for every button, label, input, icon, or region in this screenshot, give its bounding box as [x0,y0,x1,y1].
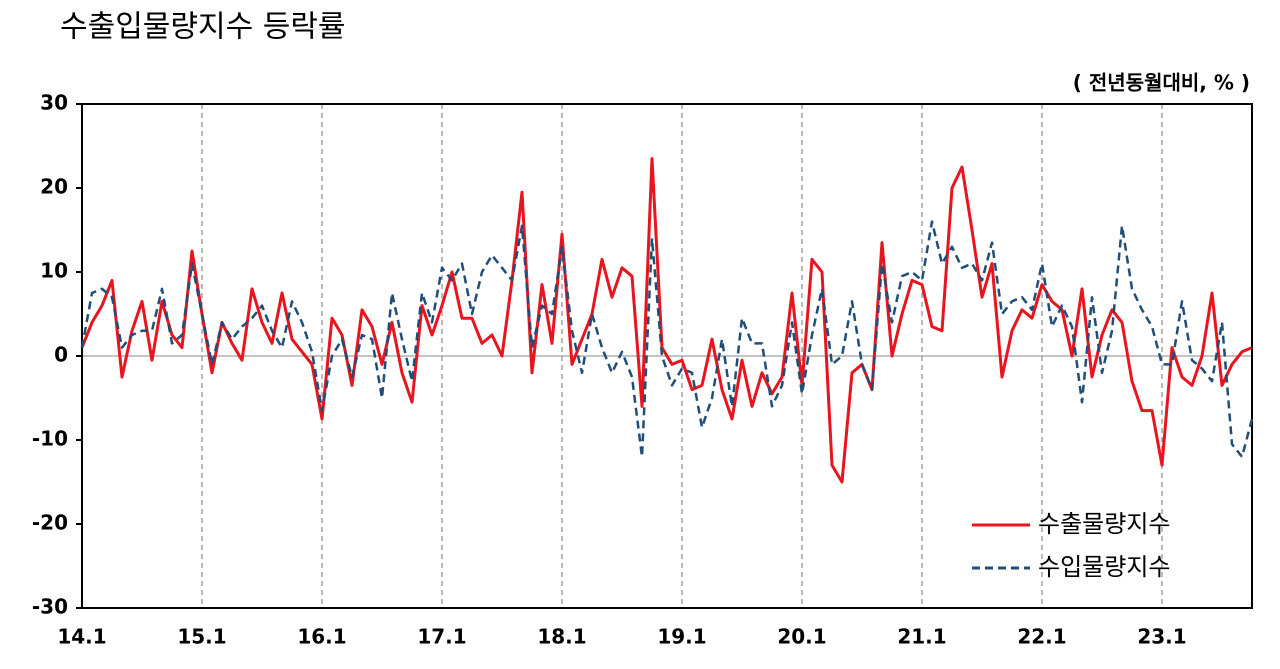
x-tick-label: 19.1 [657,625,706,649]
plot-frame [81,103,1253,609]
x-tick-label: 21.1 [897,625,946,649]
x-tick-label: 22.1 [1017,625,1066,649]
unit-label: ( 전년동월대비, % ) [1073,71,1250,95]
y-tick-label: -30 [32,595,68,619]
x-tick-label: 14.1 [57,625,106,649]
x-tick-label: 17.1 [417,625,466,649]
y-tick-label: 30 [40,91,68,115]
chart-title: 수출입물량지수 등락률 [60,10,346,45]
x-tick-label: 16.1 [297,625,346,649]
y-tick-label: 0 [54,343,68,367]
y-tick-label: 10 [40,259,68,283]
x-tick-label: 15.1 [177,625,226,649]
x-tick-label: 23.1 [1137,625,1186,649]
y-tick-label: 20 [40,175,68,199]
x-tick-label: 18.1 [537,625,586,649]
series-line [80,220,1254,459]
legend-label: 수입물량지수 [1038,553,1170,581]
legend-label: 수출물량지수 [1038,510,1170,538]
y-tick-label: -20 [32,511,68,535]
y-tick-label: -10 [32,427,68,451]
series-line [80,157,1253,484]
x-tick-label: 20.1 [777,625,826,649]
